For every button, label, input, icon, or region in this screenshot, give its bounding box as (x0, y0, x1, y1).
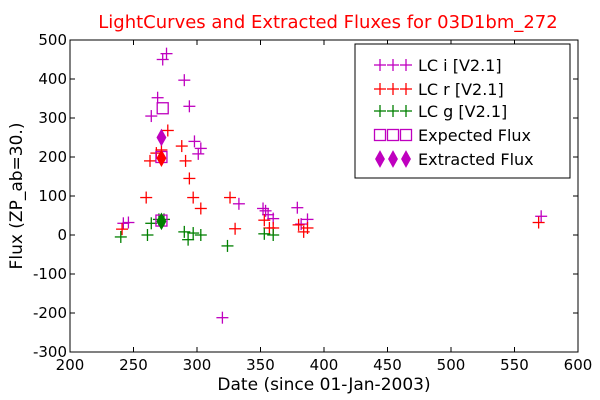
legend-marker (400, 83, 412, 95)
data-point (140, 191, 153, 204)
y-tick-label: -200 (33, 304, 67, 322)
series-4 (156, 128, 167, 231)
y-tick-label: -300 (33, 343, 67, 361)
data-point (258, 227, 271, 240)
y-axis-label: Flux (ZP_ab=30.) (7, 123, 27, 270)
data-point (229, 222, 242, 235)
data-point (144, 154, 157, 167)
legend-label: Expected Flux (418, 126, 531, 145)
data-point (291, 201, 304, 214)
legend-marker (387, 59, 399, 71)
data-point (178, 74, 191, 87)
data-point (179, 154, 192, 167)
x-tick-label: 600 (564, 356, 593, 374)
data-point (178, 225, 191, 238)
data-point (141, 229, 154, 241)
data-point (194, 229, 207, 241)
x-tick-label: 550 (500, 356, 529, 374)
legend-marker (401, 150, 411, 168)
x-tick-label: 200 (56, 356, 85, 374)
chart-title: LightCurves and Extracted Fluxes for 03D… (98, 12, 557, 33)
data-point (145, 110, 158, 123)
y-tick-label: 500 (38, 31, 67, 49)
legend-marker (400, 59, 412, 71)
axis-ticks: 200 250 300 350 400 450 500 550 600 -300 -200 -100 0… (33, 31, 592, 374)
legend-marker (387, 83, 399, 95)
legend-entry: Extracted Flux (375, 150, 534, 169)
x-tick-label: 350 (246, 356, 275, 374)
extracted-flux-marker (156, 212, 167, 231)
y-tick-label: 400 (38, 70, 67, 88)
data-point (114, 230, 127, 243)
y-tick-label: 0 (57, 226, 67, 244)
data-point (232, 197, 245, 210)
x-tick-label: 400 (310, 356, 339, 374)
legend-marker (386, 128, 400, 142)
legend-marker (374, 59, 386, 71)
legend-label: LC r [V2.1] (418, 80, 504, 99)
data-point (145, 217, 158, 230)
data-point (188, 135, 201, 148)
data-point (116, 223, 129, 236)
x-tick-label: 250 (119, 356, 148, 374)
data-point (175, 140, 188, 153)
data-point (221, 239, 234, 252)
legend-marker (373, 128, 387, 142)
x-tick-label: 300 (183, 356, 212, 374)
data-point (216, 311, 229, 324)
data-marks (114, 47, 548, 324)
extracted-flux-marker (156, 149, 167, 167)
legend-label: LC g [V2.1] (418, 102, 507, 121)
data-point (301, 221, 314, 234)
data-point (267, 229, 280, 241)
data-point (182, 233, 195, 246)
data-point (192, 147, 205, 160)
data-point (183, 100, 196, 113)
data-point (117, 217, 130, 230)
x-tick-label: 450 (373, 356, 402, 374)
legend-marker (375, 150, 385, 168)
data-point (224, 191, 237, 204)
legend-entry: LC i [V2.1] (374, 56, 502, 75)
legend-marker (374, 105, 386, 117)
plot-frame (69, 39, 579, 353)
y-tick-label: 300 (38, 109, 67, 127)
legend-marker (399, 128, 413, 142)
legend-marker (387, 105, 399, 117)
legend: LC i [V2.1] LC r [V2.1] LC g [V2.1] Expecte… (354, 43, 571, 179)
data-point (295, 218, 308, 231)
y-tick-label: 100 (38, 187, 67, 205)
data-point (161, 124, 174, 137)
legend-label: LC i [V2.1] (418, 56, 502, 75)
legend-marker (400, 105, 412, 117)
data-point (122, 216, 135, 229)
data-point (258, 214, 271, 227)
data-point (532, 216, 545, 229)
legend-marker (374, 83, 386, 95)
extracted-flux-marker (156, 128, 167, 147)
data-point (292, 218, 305, 231)
data-point (183, 172, 196, 185)
x-tick-label: 500 (437, 356, 466, 374)
data-point (151, 91, 164, 104)
data-point (257, 202, 270, 215)
series-2 (114, 213, 280, 252)
legend-marker (388, 150, 398, 168)
y-tick-label: 200 (38, 148, 67, 166)
legend-entry: LC r [V2.1] (374, 80, 504, 99)
y-tick-label: -100 (33, 265, 67, 283)
legend-entry: LC g [V2.1] (374, 102, 507, 121)
data-point (160, 47, 173, 60)
legend-entry: Expected Flux (373, 126, 531, 145)
data-point (187, 191, 200, 204)
expected-flux-marker (156, 102, 169, 115)
data-point (535, 210, 548, 223)
data-point (194, 202, 207, 215)
legend-label: Extracted Flux (418, 150, 534, 169)
data-point (187, 227, 200, 240)
data-point (194, 142, 207, 155)
x-axis-label: Date (since 01-Jan-2003) (217, 375, 430, 395)
